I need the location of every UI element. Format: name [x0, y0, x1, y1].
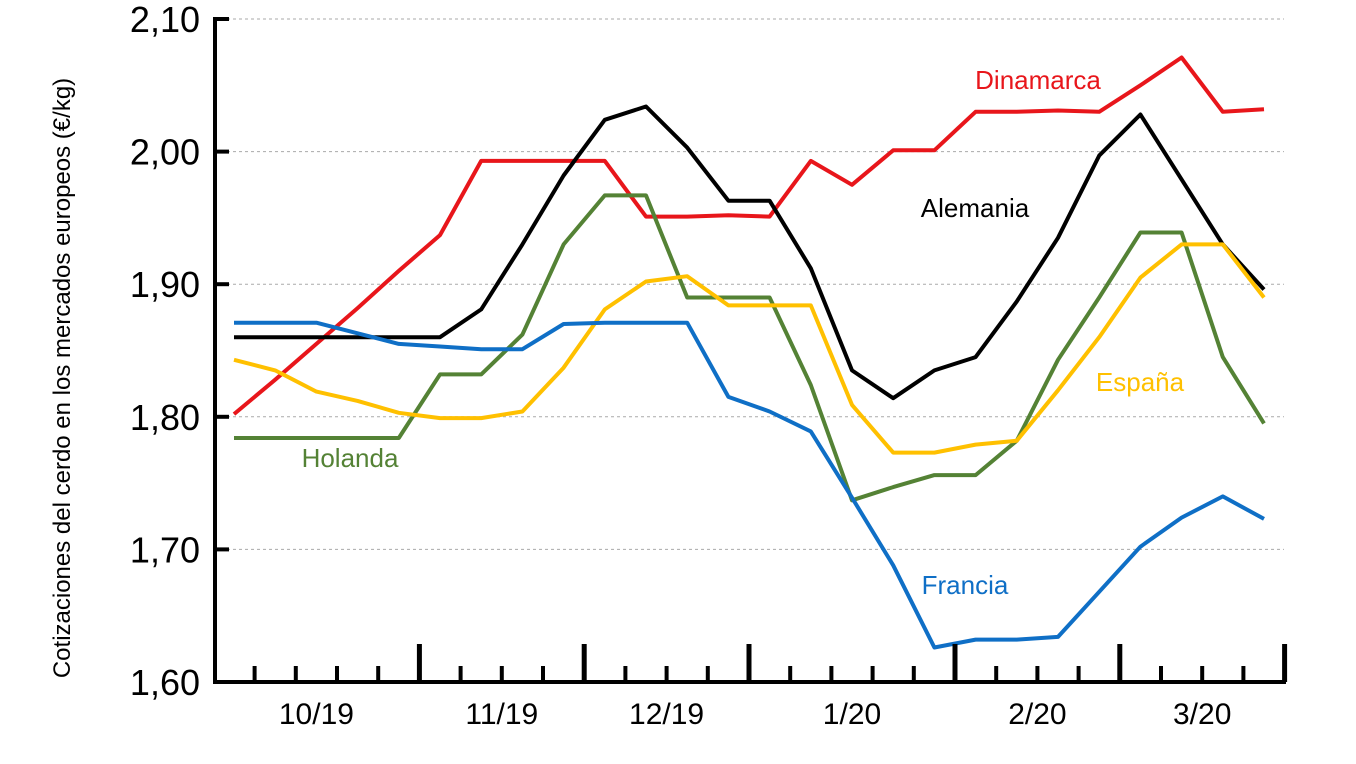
series-line-españa: [233, 242, 1266, 455]
series-label: Dinamarca: [975, 65, 1101, 95]
series-lines: [232, 55, 1266, 650]
x-tick-label: 3/20: [1173, 698, 1231, 731]
x-tick-label: 2/20: [1008, 698, 1066, 731]
series-label: Alemania: [921, 193, 1030, 223]
series-line-dinamarca: [232, 55, 1265, 416]
y-tick-label: 2,10: [130, 0, 200, 40]
axes: [213, 17, 1288, 684]
series-line-alemania: [234, 104, 1266, 401]
x-tick-labels: 10/19 11/19 12/19 1/20 2/20 3/20: [279, 698, 1232, 731]
x-tick-label: 12/19: [629, 698, 704, 731]
x-tick-label: 10/19: [279, 698, 354, 731]
y-axis-title: Cotizaciones del cerdo en los mercados e…: [49, 78, 76, 678]
series-label: España: [1096, 367, 1185, 397]
x-tick-label: 1/20: [823, 698, 881, 731]
x-tick-label: 11/19: [465, 698, 538, 731]
series-labels: Dinamarca Alemania Holanda España Francia: [302, 65, 1185, 600]
series-line-francia: [234, 320, 1265, 650]
series-line-holanda: [234, 193, 1266, 503]
y-tick-label: 1,90: [130, 264, 200, 305]
y-tick-label: 1,60: [130, 662, 200, 703]
y-tick-labels: 1,60 1,70 1,80 1,90 2,00 2,10: [130, 0, 200, 703]
y-tick-label: 1,70: [130, 529, 200, 570]
series-label: Holanda: [302, 443, 399, 473]
y-tick-label: 2,00: [130, 132, 200, 173]
y-tick-label: 1,80: [130, 397, 200, 438]
series-label: Francia: [922, 570, 1009, 600]
